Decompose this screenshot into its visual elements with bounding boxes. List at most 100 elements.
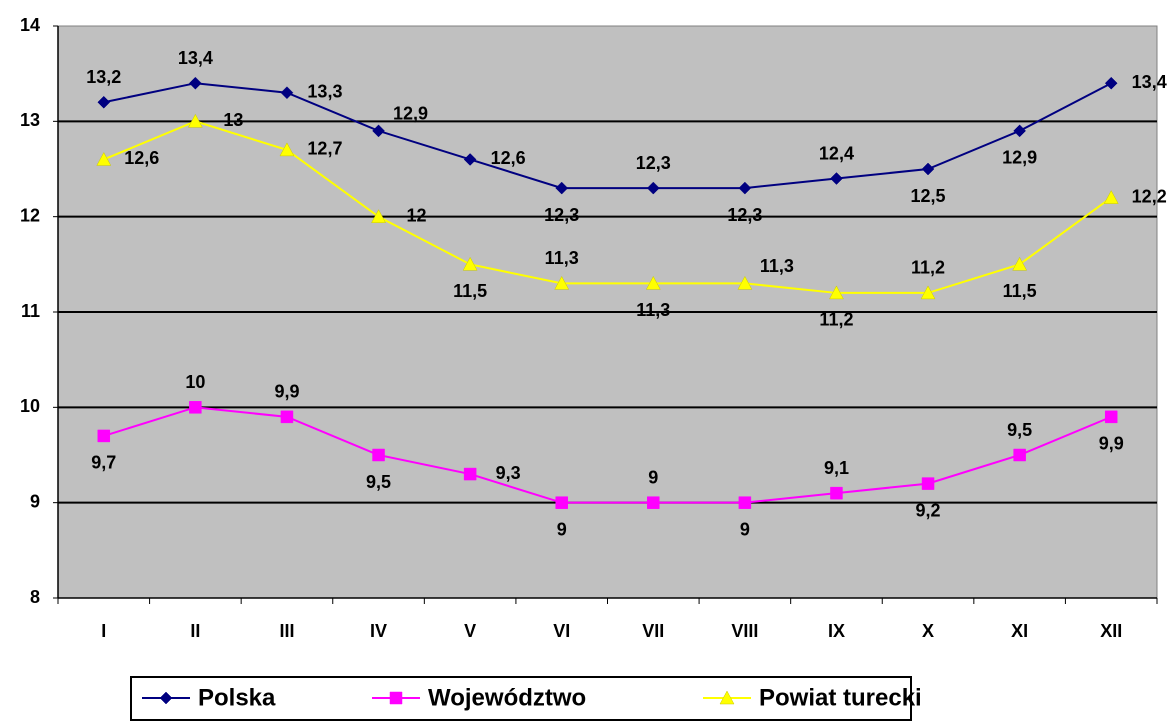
data-label: 11,3 xyxy=(636,300,670,320)
data-label: 13,3 xyxy=(307,81,342,101)
point xyxy=(829,285,844,300)
x-tick-label: X xyxy=(922,621,934,641)
y-tick-label: 8 xyxy=(30,587,40,607)
point xyxy=(1103,190,1119,204)
point xyxy=(1013,448,1026,462)
point xyxy=(555,496,568,509)
point xyxy=(187,113,203,128)
series-line xyxy=(103,82,1112,190)
y-tick-label: 14 xyxy=(20,15,40,35)
series-line xyxy=(103,406,1112,504)
x-tick-label: XI xyxy=(1011,621,1028,641)
data-label: 13,4 xyxy=(178,48,213,68)
x-tick-label: VII xyxy=(642,621,664,641)
data-label: 12,6 xyxy=(124,148,159,168)
point xyxy=(920,285,936,300)
data-label: 9 xyxy=(557,519,567,539)
data-label: 12 xyxy=(407,205,427,225)
x-tick-label: VI xyxy=(553,621,570,641)
point xyxy=(737,275,753,290)
y-tick-label: 13 xyxy=(20,110,40,130)
data-label: 11,5 xyxy=(453,281,487,301)
data-label: 9,2 xyxy=(916,500,941,520)
data-label: 12,3 xyxy=(727,205,762,225)
data-label: 9 xyxy=(740,519,750,539)
data-label: 9,7 xyxy=(91,453,116,473)
x-tick-label: I xyxy=(101,621,106,641)
point xyxy=(189,401,202,414)
x-tick-label: V xyxy=(464,621,476,641)
legend xyxy=(130,676,912,721)
data-label: 9 xyxy=(648,467,658,487)
point xyxy=(96,151,112,166)
y-tick-label: 10 xyxy=(20,396,40,416)
data-label: 12,9 xyxy=(393,104,428,124)
series-line xyxy=(103,120,1112,294)
point xyxy=(1012,256,1028,271)
data-label: 11,2 xyxy=(819,310,853,330)
point xyxy=(647,496,660,509)
y-tick-label: 11 xyxy=(21,301,40,321)
legend-label: Polska xyxy=(198,684,276,711)
point xyxy=(280,86,294,100)
legend-marker xyxy=(159,691,173,705)
point xyxy=(463,467,477,481)
x-tick-label: IV xyxy=(370,621,387,641)
data-label: 9,5 xyxy=(366,472,391,492)
data-label: 11,3 xyxy=(545,248,579,268)
data-label: 9,3 xyxy=(496,463,521,483)
data-label: 11,3 xyxy=(760,256,794,276)
point xyxy=(555,181,569,195)
data-label: 11,2 xyxy=(911,258,945,278)
data-label: 13,4 xyxy=(1132,72,1167,92)
point xyxy=(97,429,111,443)
x-tick-label: IX xyxy=(828,621,845,641)
point xyxy=(830,486,843,500)
data-label: 12,3 xyxy=(544,205,579,225)
point xyxy=(1104,410,1118,424)
point xyxy=(554,275,570,290)
point xyxy=(279,142,295,157)
point xyxy=(1104,76,1118,90)
data-label: 9,9 xyxy=(1099,434,1124,454)
point xyxy=(371,209,386,223)
point xyxy=(372,448,385,462)
point xyxy=(280,410,294,424)
point xyxy=(830,172,843,185)
point xyxy=(462,256,478,271)
point xyxy=(1013,124,1026,138)
legend-marker xyxy=(389,691,403,705)
legend-label: Województwo xyxy=(428,684,586,711)
legend-marker xyxy=(719,690,735,705)
point xyxy=(97,95,111,109)
data-label: 12,2 xyxy=(1132,186,1167,206)
y-tick-label: 9 xyxy=(30,491,40,511)
point xyxy=(372,124,385,138)
x-tick-label: II xyxy=(190,621,200,641)
point xyxy=(738,181,752,195)
x-tick-label: XII xyxy=(1100,621,1122,641)
data-label: 12,9 xyxy=(1002,148,1037,168)
data-label: 10 xyxy=(185,372,205,392)
data-label: 12,5 xyxy=(911,186,946,206)
x-tick-label: VIII xyxy=(731,621,758,641)
data-label: 12,7 xyxy=(307,139,342,159)
point xyxy=(189,76,202,90)
data-label: 12,6 xyxy=(491,148,526,168)
x-tick-label: III xyxy=(279,621,294,641)
data-label: 11,5 xyxy=(1003,281,1037,301)
y-tick-label: 12 xyxy=(20,205,40,225)
data-label: 9,5 xyxy=(1007,420,1032,440)
data-label: 12,3 xyxy=(636,153,671,173)
point xyxy=(646,181,660,195)
point xyxy=(738,496,752,509)
data-label: 13,2 xyxy=(86,67,121,87)
point xyxy=(921,162,935,176)
point xyxy=(463,153,477,166)
legend-label: Powiat turecki xyxy=(759,684,922,711)
point xyxy=(921,477,935,490)
data-label: 13 xyxy=(223,110,243,130)
data-label: 9,9 xyxy=(274,382,299,402)
data-label: 9,1 xyxy=(824,458,849,478)
